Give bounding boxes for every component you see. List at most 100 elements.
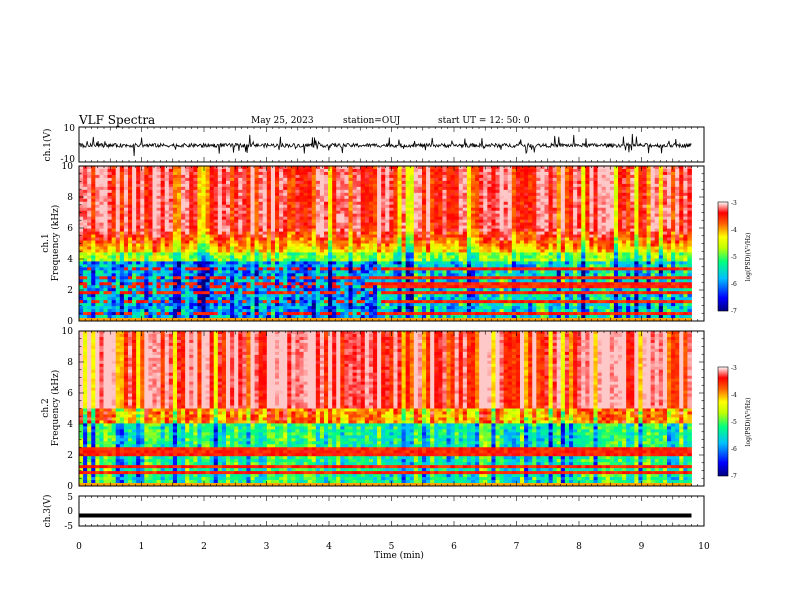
spectrogram-cell xyxy=(324,294,329,298)
spectrogram-cell xyxy=(344,309,349,313)
spectrogram-cell xyxy=(254,210,260,215)
spectrogram-cell xyxy=(344,219,349,224)
spectrogram-cell xyxy=(160,186,166,191)
spectrogram-cell xyxy=(99,291,104,295)
spectrogram-cell xyxy=(168,246,174,250)
spectrogram-cell xyxy=(156,240,162,244)
spectrogram-cell xyxy=(250,261,255,265)
spectrogram-cell xyxy=(156,186,162,191)
spectrogram-cell xyxy=(377,240,382,244)
spectrogram-cell xyxy=(270,261,276,265)
spectrogram-cell xyxy=(234,180,239,185)
spectrogram-cell xyxy=(83,282,88,286)
spectrogram-cell xyxy=(442,291,447,295)
spectrogram-cell xyxy=(409,240,415,244)
spectrogram-cell xyxy=(181,225,186,229)
spectrogram-cell xyxy=(238,258,243,262)
spectrogram-cell xyxy=(87,288,92,292)
spectrogram-cell xyxy=(315,246,321,250)
spectrogram-cell xyxy=(242,192,247,197)
spectrogram-cell xyxy=(270,258,276,262)
spectrogram-cell xyxy=(177,186,182,191)
spectrogram-cell xyxy=(205,255,211,259)
spectrogram-cell xyxy=(103,285,108,289)
spectrogram-cell xyxy=(340,222,345,227)
spectrogram-cell xyxy=(454,261,460,265)
spectrogram-cell xyxy=(417,180,423,185)
spectrogram-cell xyxy=(462,168,468,173)
spectrogram-cell xyxy=(103,306,108,310)
spectrogram-cell xyxy=(148,300,153,304)
spectrogram-cell xyxy=(266,204,272,209)
spectrogram-cell xyxy=(144,300,149,304)
spectrogram-cell xyxy=(332,234,337,238)
spectrogram-cell xyxy=(356,219,362,224)
spectrogram-cell xyxy=(454,249,460,253)
spectrogram-cell xyxy=(352,252,358,256)
spectrogram-cell xyxy=(299,270,304,274)
spectrogram-cell xyxy=(250,204,255,209)
spectrogram-cell xyxy=(356,312,362,316)
spectrogram-cell xyxy=(123,177,129,182)
spectrogram-cell xyxy=(328,222,333,227)
spectrogram-cell xyxy=(299,195,304,200)
spectrogram-cell xyxy=(91,291,96,295)
spectrogram-cell xyxy=(238,234,243,238)
spectrogram-cell xyxy=(291,261,296,265)
spectrogram-cell xyxy=(132,246,137,250)
spectrogram-cell xyxy=(238,192,243,197)
spectrogram-cell xyxy=(291,285,296,289)
spectrogram-cell xyxy=(123,315,129,319)
spectrogram-cell xyxy=(336,174,341,179)
spectrogram-cell xyxy=(177,303,182,307)
spectrogram-cell xyxy=(405,210,411,215)
spectrogram-cell xyxy=(123,270,129,274)
spectrogram-cell xyxy=(295,225,300,229)
spectrogram-cell xyxy=(291,264,296,268)
spectrogram-cell xyxy=(303,213,309,218)
spectrogram-cell xyxy=(446,207,451,212)
spectrogram-cell xyxy=(254,177,260,182)
spectrogram-cell xyxy=(336,303,341,307)
spectrogram-cell xyxy=(144,216,149,221)
spectrogram-cell xyxy=(344,189,349,194)
spectrogram-cell xyxy=(136,216,141,221)
spectrogram-cell xyxy=(270,315,276,319)
spectrogram-cell xyxy=(242,225,247,229)
spectrogram-cell xyxy=(213,252,219,256)
spectrogram-cell xyxy=(201,174,206,179)
spectrogram-cell xyxy=(311,207,317,212)
date-label: May 25, 2023 xyxy=(251,116,314,126)
spectrogram-cell xyxy=(426,171,431,176)
spectrogram-cell xyxy=(430,177,435,182)
spectrogram-cell xyxy=(438,210,443,215)
spectrogram-cell xyxy=(385,270,390,274)
spectrogram-cell xyxy=(119,315,125,319)
spectrogram-cell xyxy=(319,255,325,259)
spectrogram-cell xyxy=(99,243,104,247)
spectrogram-cell xyxy=(226,186,231,191)
spectrogram-cell xyxy=(164,264,170,268)
spectrogram-cell xyxy=(262,186,268,191)
spectrogram-cell xyxy=(205,261,211,265)
spectrogram-cell xyxy=(405,180,411,185)
spectrogram-cell xyxy=(389,222,394,227)
spectrogram-cell xyxy=(242,312,247,316)
spectrogram-cell xyxy=(95,231,100,235)
spectrogram-cell xyxy=(397,225,402,229)
spectrogram-cell xyxy=(177,240,182,244)
spectrogram-cell xyxy=(103,243,108,247)
spectrogram-cell xyxy=(364,168,370,173)
spectrogram-cell xyxy=(348,198,353,203)
spectrogram-cell xyxy=(409,207,415,212)
spectrogram-cell xyxy=(128,288,133,292)
spectrogram-cell xyxy=(299,174,304,179)
spectrogram-cell xyxy=(250,255,255,259)
spectrogram-cell xyxy=(201,243,206,247)
spectrogram-cell xyxy=(462,273,468,277)
spectrogram-cell xyxy=(111,255,117,259)
spectrogram-cell xyxy=(262,249,268,253)
spectrogram-cell xyxy=(181,300,186,304)
spectrogram-cell xyxy=(136,300,141,304)
spectrogram-cell xyxy=(234,195,239,200)
